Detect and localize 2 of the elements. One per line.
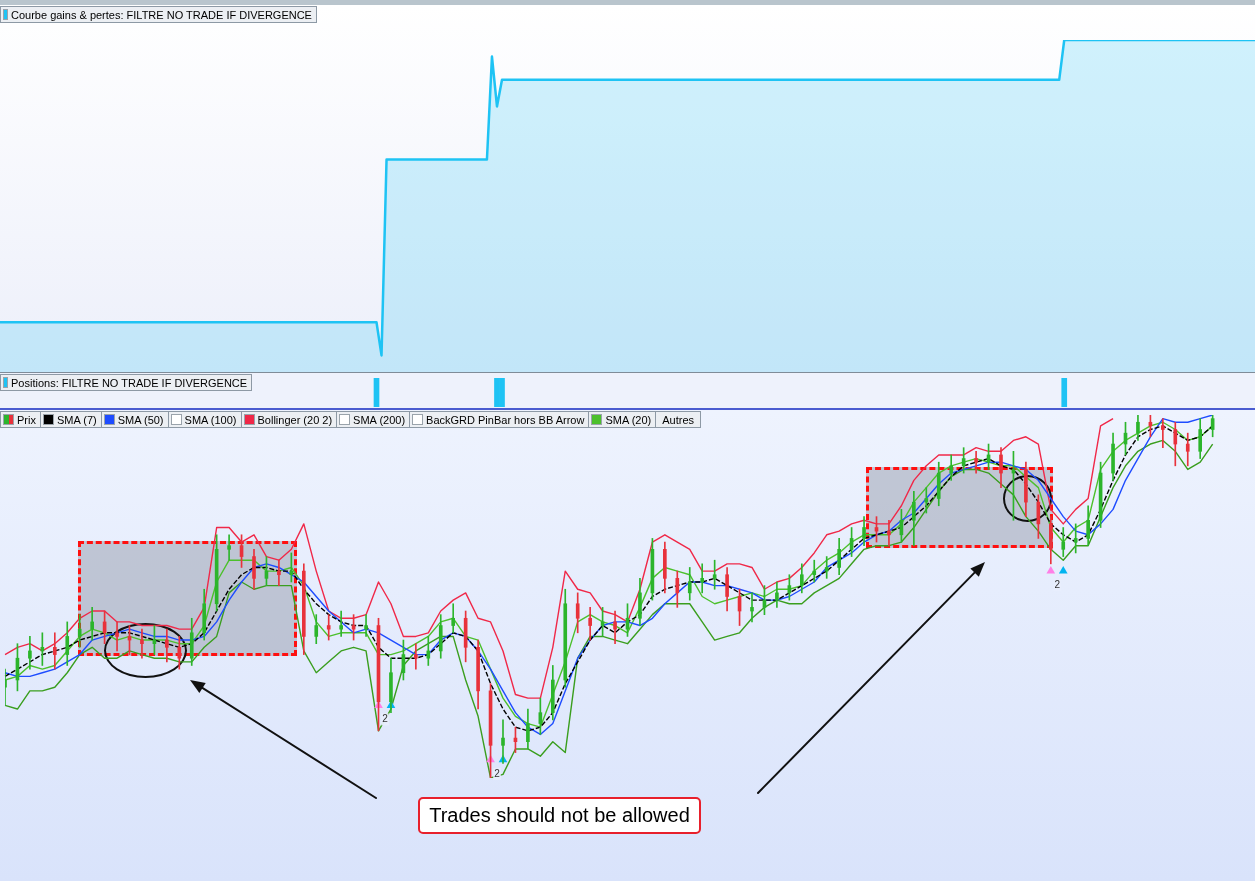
legend-label: Courbe gains & pertes: FILTRE NO TRADE IF DIVERGENCE (11, 8, 312, 21)
legend-label: Positions: FILTRE NO TRADE IF DIVERGENCE (11, 376, 248, 389)
